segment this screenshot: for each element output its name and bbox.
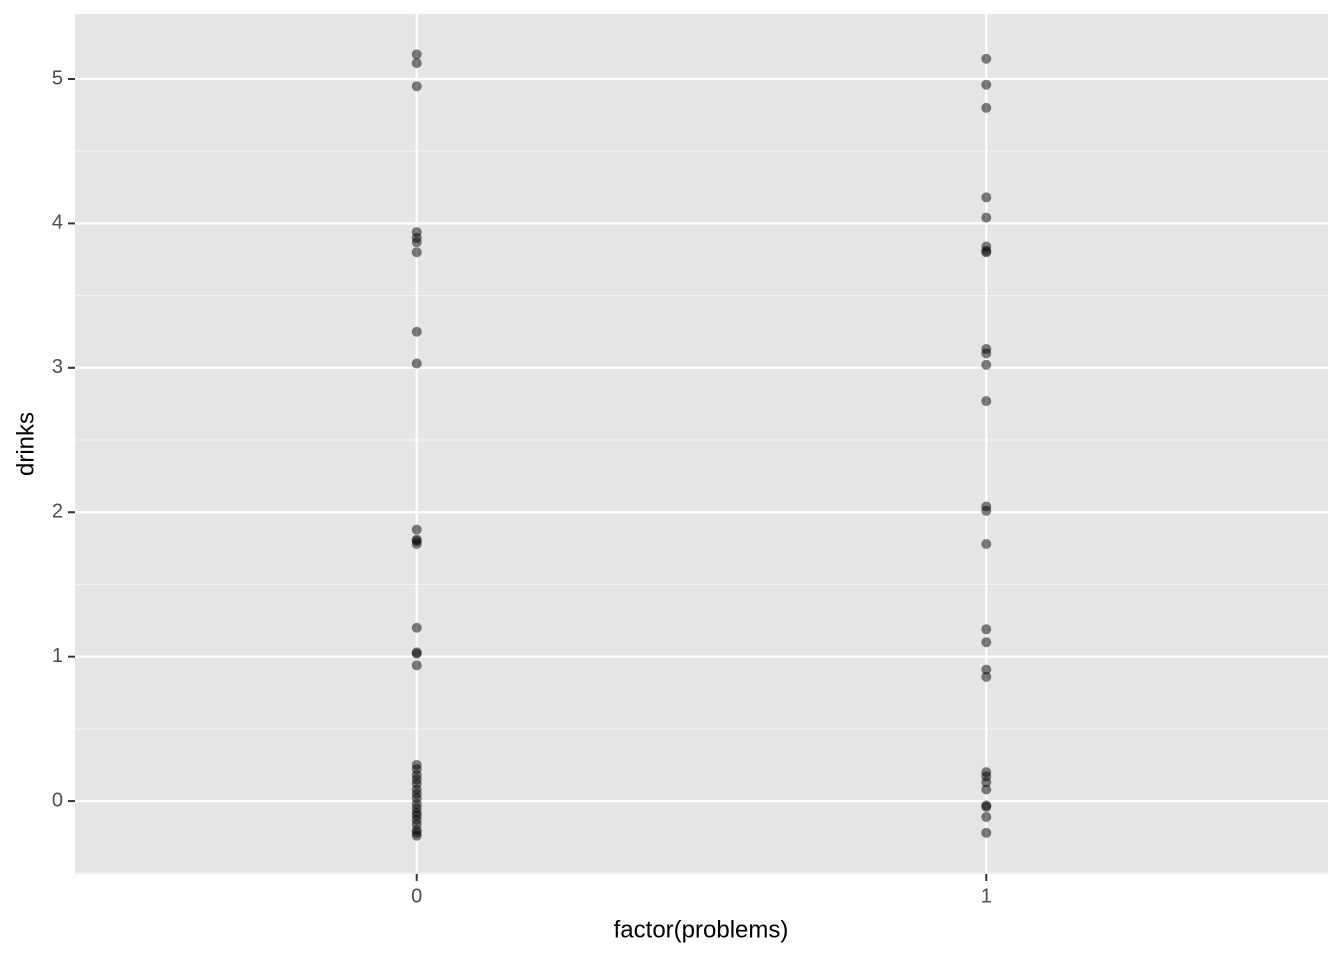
point bbox=[981, 53, 992, 64]
point bbox=[981, 811, 992, 822]
point bbox=[981, 777, 992, 788]
point bbox=[411, 81, 422, 92]
y-tick-label: 3 bbox=[52, 356, 63, 378]
point bbox=[981, 348, 992, 359]
y-tick-label: 2 bbox=[52, 501, 63, 523]
y-tick-label: 4 bbox=[52, 212, 63, 234]
point bbox=[981, 637, 992, 648]
point bbox=[981, 624, 992, 635]
y-axis-title: drinks bbox=[12, 412, 39, 476]
panel bbox=[75, 14, 1328, 874]
point bbox=[981, 192, 992, 203]
point bbox=[411, 524, 422, 535]
point bbox=[981, 396, 992, 407]
point bbox=[411, 49, 422, 60]
point bbox=[981, 79, 992, 90]
point bbox=[411, 58, 422, 69]
y-tick-label: 5 bbox=[52, 67, 63, 89]
point bbox=[981, 827, 992, 838]
point bbox=[981, 801, 992, 812]
point bbox=[411, 247, 422, 258]
x-tick-label: 1 bbox=[981, 885, 992, 907]
point bbox=[981, 359, 992, 370]
point bbox=[411, 326, 422, 337]
point bbox=[411, 358, 422, 369]
point bbox=[411, 830, 422, 841]
point bbox=[411, 648, 422, 659]
point bbox=[411, 237, 422, 248]
point bbox=[981, 671, 992, 682]
point bbox=[981, 539, 992, 550]
point bbox=[981, 102, 992, 113]
point bbox=[411, 539, 422, 550]
point bbox=[981, 212, 992, 223]
x-tick-label: 0 bbox=[411, 885, 422, 907]
y-tick-label: 1 bbox=[52, 645, 63, 667]
point bbox=[411, 660, 422, 671]
point bbox=[981, 784, 992, 795]
point bbox=[981, 664, 992, 675]
point bbox=[411, 622, 422, 633]
point bbox=[981, 505, 992, 516]
x-axis-title: factor(problems) bbox=[614, 916, 789, 943]
point bbox=[981, 247, 992, 258]
y-tick-label: 0 bbox=[52, 789, 63, 811]
